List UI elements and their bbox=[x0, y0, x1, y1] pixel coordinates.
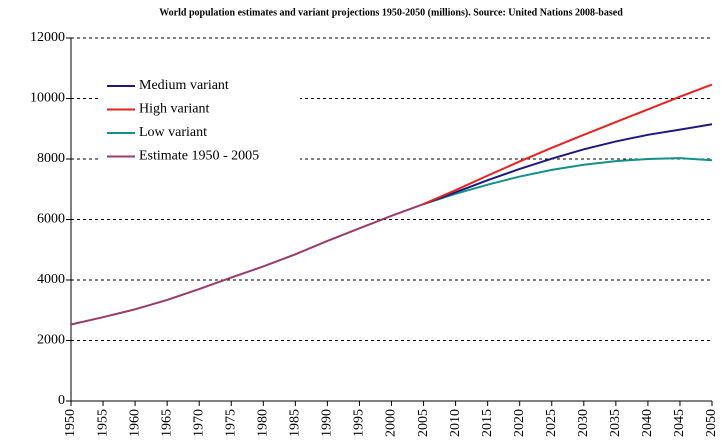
series-line bbox=[423, 123, 713, 206]
x-tick-label: 2040 bbox=[640, 409, 655, 437]
x-tick-label: 2005 bbox=[416, 409, 431, 437]
x-tick-label: 2010 bbox=[448, 409, 463, 437]
legend-label: Low variant bbox=[139, 125, 207, 140]
legend-label: Estimate 1950 - 2005 bbox=[139, 149, 259, 164]
y-tick-label: 0 bbox=[58, 393, 65, 408]
x-tick-label: 1950 bbox=[63, 409, 78, 437]
x-tick-label: 1955 bbox=[95, 409, 110, 437]
series-line bbox=[70, 203, 424, 326]
x-tick-label: 2050 bbox=[704, 409, 719, 437]
x-tick-label: 1970 bbox=[191, 409, 206, 437]
y-tick-label: 2000 bbox=[37, 333, 65, 348]
x-tick-label: 1980 bbox=[256, 409, 271, 437]
x-tick-label: 1975 bbox=[223, 409, 238, 437]
x-tick-label: 2045 bbox=[672, 409, 687, 437]
y-tick-label: 4000 bbox=[37, 272, 65, 287]
x-tick-label: 2035 bbox=[608, 409, 623, 437]
series-line bbox=[423, 83, 713, 205]
chart-title: World population estimates and variant p… bbox=[159, 7, 623, 18]
y-tick-label: 10000 bbox=[30, 91, 65, 106]
x-tick-label: 1995 bbox=[352, 409, 367, 437]
x-tick-label: 1985 bbox=[288, 409, 303, 437]
x-tick-label: 2025 bbox=[544, 409, 559, 437]
y-tick-label: 8000 bbox=[37, 151, 65, 166]
legend-label: Medium variant bbox=[139, 78, 229, 93]
y-tick-label: 6000 bbox=[37, 212, 65, 227]
x-tick-label: 1960 bbox=[127, 409, 142, 437]
x-tick-label: 1965 bbox=[159, 409, 174, 437]
x-tick-label: 2020 bbox=[512, 409, 527, 437]
legend-box bbox=[100, 72, 300, 170]
x-tick-label: 2015 bbox=[480, 409, 495, 437]
y-tick-label: 12000 bbox=[30, 30, 65, 45]
series-line bbox=[423, 157, 713, 206]
x-tick-label: 2030 bbox=[576, 409, 591, 437]
legend-label: High variant bbox=[139, 102, 209, 117]
x-tick-label: 1990 bbox=[320, 409, 335, 437]
x-tick-label: 2000 bbox=[384, 409, 399, 437]
